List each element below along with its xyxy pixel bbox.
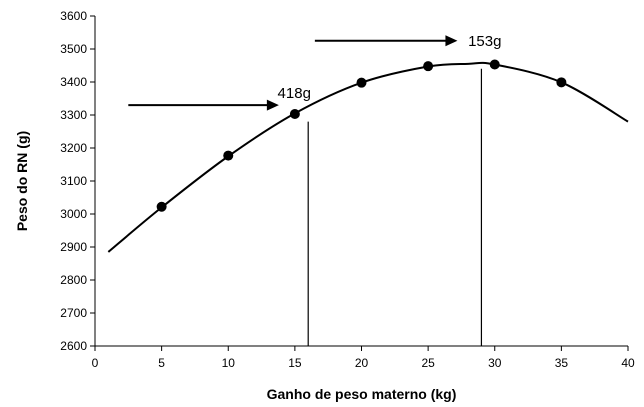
data-point-10 [223, 150, 234, 161]
data-point-25 [423, 61, 434, 72]
x-tick-label-0: 0 [92, 356, 99, 370]
data-point-30 [489, 59, 500, 70]
x-tick-label-30: 30 [488, 356, 502, 370]
x-tick-label-20: 20 [355, 356, 369, 370]
data-point-35 [556, 77, 567, 88]
series [107, 59, 629, 253]
annotation-arrow-head-2 [445, 35, 458, 47]
annotation-arrow-head-1 [266, 99, 279, 111]
annotation-label-2: 153g [468, 33, 501, 50]
y-tick-label-3500: 3500 [60, 42, 87, 56]
y-tick-label-3300: 3300 [60, 108, 87, 122]
y-tick-label-3100: 3100 [60, 174, 87, 188]
reference-lines [307, 68, 483, 346]
y-tick-label-2700: 2700 [60, 306, 87, 320]
series-curve-1 [107, 61, 629, 253]
annotations: 418g 153g [128, 33, 501, 111]
x-tick-label-15: 15 [288, 356, 302, 370]
y-axis-title: Peso do RN (g) [14, 131, 30, 231]
y-tick-label-3000: 3000 [60, 207, 87, 221]
data-point-5 [156, 201, 167, 212]
y-tick-label-3600: 3600 [60, 9, 87, 23]
x-tick-label-35: 35 [555, 356, 569, 370]
x-tick-label-5: 5 [158, 356, 165, 370]
data-point-20 [356, 77, 367, 88]
x-axis-title: Ganho de peso materno (kg) [267, 386, 457, 402]
ticks: 2600 2700 2800 2900 3000 3100 3200 3300 3400 3500… [60, 9, 635, 370]
y-tick-label-2800: 2800 [60, 273, 87, 287]
y-tick-label-3200: 3200 [60, 141, 87, 155]
x-tick-label-25: 25 [421, 356, 435, 370]
y-tick-label-3400: 3400 [60, 75, 87, 89]
y-tick-label-2900: 2900 [60, 240, 87, 254]
data-point-15 [289, 109, 300, 120]
x-tick-label-40: 40 [621, 356, 635, 370]
annotation-label-1: 418g [278, 85, 311, 102]
y-tick-label-2600: 2600 [60, 339, 87, 353]
x-tick-label-10: 10 [222, 356, 236, 370]
